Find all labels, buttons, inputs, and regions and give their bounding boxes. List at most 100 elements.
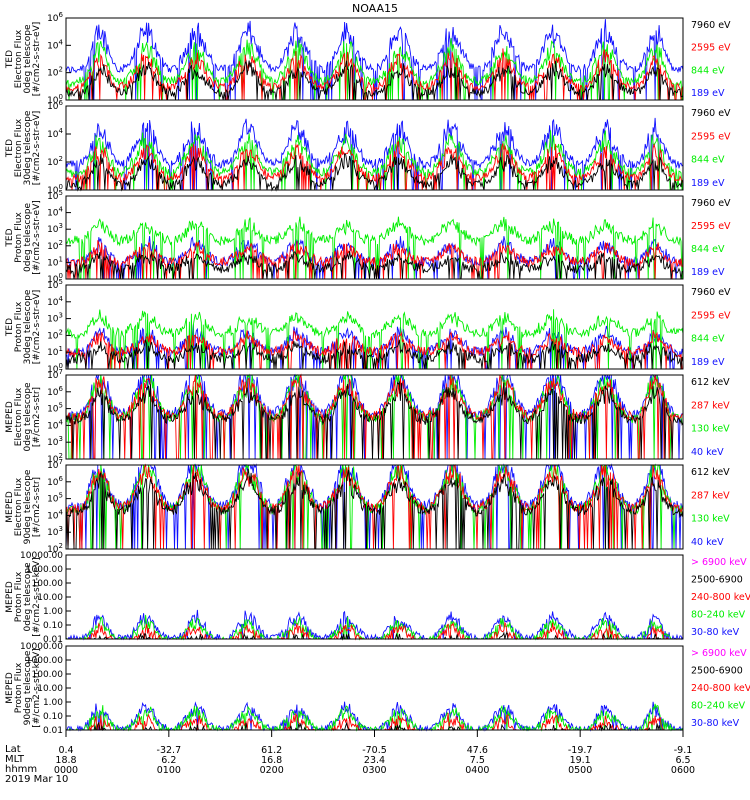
panel-7: 0.01 0.10 1.00 10.00 100.00 1000.00 10000.00 ME… <box>5 551 750 645</box>
ytick-label: 105 <box>47 492 63 505</box>
legend-entry: 2595 eV <box>691 43 731 54</box>
ylabel-line: [#/cm2-s-str-eV] <box>32 200 42 275</box>
ytick-exponent: 3 <box>59 312 63 320</box>
ylabel-line: Electron Flux <box>14 477 24 536</box>
legend-entry: 240-800 keV <box>691 683 750 694</box>
series-black <box>65 381 684 460</box>
legend-entry: 130 keV <box>691 514 730 525</box>
legend-entry: 189 eV <box>691 178 725 189</box>
xtick-mlt: 23.4 <box>364 755 385 766</box>
ytick-exponent: 5 <box>59 402 63 410</box>
legend-entry: 80-240 keV <box>691 701 746 712</box>
panel-frame <box>65 554 684 640</box>
ytick-exponent: 4 <box>59 508 64 516</box>
panel-frame <box>65 105 684 191</box>
legend-entry: 80-240 keV <box>691 610 746 621</box>
panel-frame <box>65 17 684 101</box>
ylabel-line: Electron Flux <box>14 118 24 177</box>
ytick-label: 103 <box>47 525 63 538</box>
ytick-exponent: 6 <box>59 99 64 107</box>
ytick-label: 106 <box>47 11 63 24</box>
legend-entry: 7960 eV <box>691 20 731 31</box>
legend-entry: 7960 eV <box>691 198 731 209</box>
panel-8: 0.01 0.10 1.00 10.00 100.00 1000.00 10000.00 ME… <box>5 642 750 736</box>
ytick-label: 102 <box>47 239 63 252</box>
xtick-hhmm: 0000 <box>54 765 78 776</box>
ylabel-line: 90deg telescope <box>23 650 33 725</box>
ytick-exponent: 5 <box>59 278 63 286</box>
ylabel-line: MEPED <box>5 581 15 613</box>
ytick-exponent: 6 <box>59 11 64 19</box>
xaxis-row-label-hhmm: hhmm <box>5 764 38 775</box>
ylabel-line: [#/cm2-s-str-keV] <box>32 557 42 636</box>
ylabel-line: 30deg telescope <box>23 110 33 185</box>
xtick-hhmm: 0400 <box>465 765 489 776</box>
xaxis-row-label-lat: Lat <box>5 744 21 755</box>
xtick-lat: 47.6 <box>467 745 488 756</box>
legend-entry: 2595 eV <box>691 221 731 232</box>
series-blue <box>65 117 684 191</box>
series-green <box>65 216 684 280</box>
ylabel-line: 90deg telescope <box>23 469 33 544</box>
ylabel-line: [#/cm2-s-str-eV] <box>32 111 42 186</box>
ytick-exponent: 0 <box>59 272 63 280</box>
ytick-label: 105 <box>47 402 63 415</box>
xaxis-row-label-mlt: MLT <box>5 754 24 765</box>
series-black <box>65 59 684 101</box>
ytick-label: 104 <box>47 418 63 431</box>
ytick-exponent: 6 <box>59 385 64 393</box>
series-black <box>65 339 684 370</box>
panel-frame <box>65 464 684 550</box>
ytick-exponent: 3 <box>59 525 63 533</box>
ytick-label: 10.00 <box>37 593 63 603</box>
ytick-exponent: 3 <box>59 222 63 230</box>
xtick-mlt: 6.5 <box>675 755 690 766</box>
series-black <box>65 469 684 550</box>
legend-entry: 7960 eV <box>691 108 731 119</box>
series-green <box>65 703 684 732</box>
ytick-label: 102 <box>47 155 63 168</box>
xtick-mlt: 18.8 <box>55 755 76 766</box>
ylabel-line: Proton Flux <box>14 662 24 713</box>
series-red <box>65 48 684 101</box>
legend-entry: > 6900 keV <box>691 648 747 659</box>
panel-frame <box>65 195 684 280</box>
ylabel-line: Electron Flux <box>14 29 24 88</box>
plot-title: NOAA15 <box>351 2 399 15</box>
ytick-label: 0.01 <box>43 635 63 645</box>
ylabel-line: 0deg telescope <box>23 203 33 273</box>
ytick-label: 0.10 <box>43 712 63 722</box>
ytick-exponent: 4 <box>59 38 64 46</box>
ytick-exponent: 4 <box>59 418 64 426</box>
ytick-label: 100.00 <box>32 579 64 589</box>
xtick-mlt: 7.5 <box>470 755 485 766</box>
series-green <box>65 130 684 191</box>
ylabel-line: TED <box>5 228 15 247</box>
series-green <box>65 309 684 370</box>
ytick-exponent: 2 <box>59 239 63 247</box>
xtick-hhmm: 0600 <box>671 765 695 776</box>
ytick-label: 106 <box>47 475 63 488</box>
ytick-label: 1000.00 <box>26 565 63 575</box>
ylabel-line: MEPED <box>5 491 15 523</box>
ytick-label: 1.00 <box>43 698 63 708</box>
ytick-label: 0.10 <box>43 621 63 631</box>
ytick-label: 10000.00 <box>20 551 63 561</box>
series-red <box>65 140 684 191</box>
ytick-label: 1.00 <box>43 607 63 617</box>
legend-entry: 844 eV <box>691 65 725 76</box>
ylabel-line: 0deg telescope <box>23 24 33 94</box>
legend-entry: 287 keV <box>691 490 730 501</box>
legend-entry: 189 eV <box>691 88 725 99</box>
xtick-lat: -9.1 <box>674 745 693 756</box>
ytick-exponent: 1 <box>59 255 63 263</box>
ylabel-line: Proton Flux <box>14 212 24 263</box>
legend-entry: 2595 eV <box>691 310 731 321</box>
ytick-exponent: 5 <box>59 189 63 197</box>
ylabel-line: 0deg telescope <box>23 562 33 632</box>
